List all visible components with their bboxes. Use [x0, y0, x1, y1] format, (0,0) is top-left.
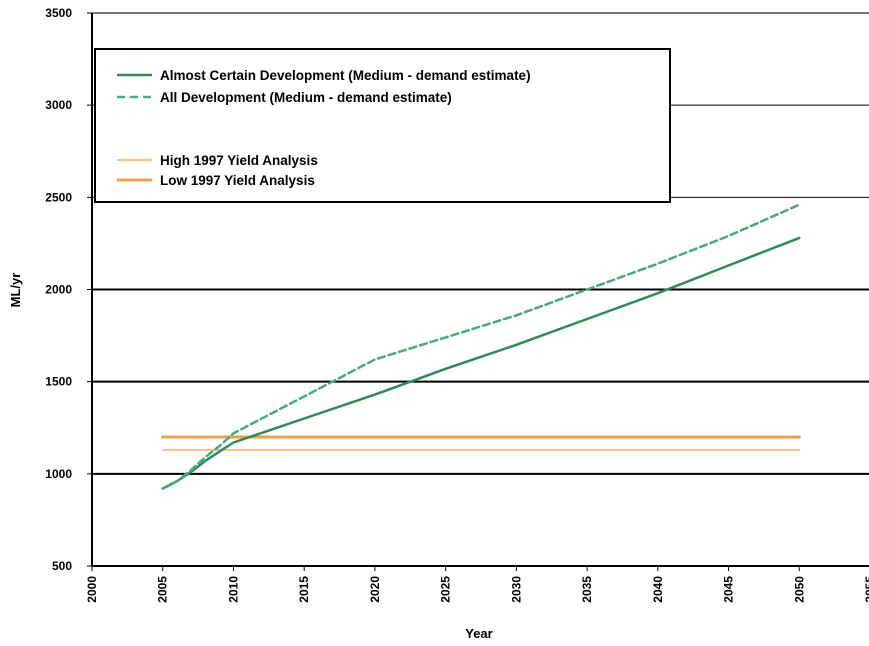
x-axis-title: Year [465, 626, 492, 641]
y-tick-label-2500: 2500 [45, 190, 72, 204]
x-tick-label-2025: 2025 [439, 576, 453, 603]
y-axis-ticks: 500 1000 1500 2000 2500 3000 3500 [45, 6, 92, 573]
y-tick-label-1500: 1500 [45, 375, 72, 389]
x-tick-label-2000: 2000 [85, 576, 99, 603]
y-tick-label-3500: 3500 [45, 6, 72, 20]
legend-label-all-development: All Development (Medium - demand estimat… [160, 90, 452, 105]
y-tick-label-2000: 2000 [45, 283, 72, 297]
x-tick-label-2045: 2045 [722, 576, 736, 603]
x-tick-label-2005: 2005 [156, 576, 170, 603]
y-tick-label-500: 500 [52, 559, 72, 573]
series-line-1 [161, 203, 801, 490]
x-tick-label-2055: 2055 [863, 576, 869, 603]
x-tick-label-2035: 2035 [580, 576, 594, 603]
series-line-0 [161, 236, 801, 490]
y-tick-label-1000: 1000 [45, 467, 72, 481]
x-tick-label-2010: 2010 [226, 576, 240, 603]
series-layer [161, 203, 801, 490]
x-tick-label-2015: 2015 [297, 576, 311, 603]
x-axis-ticks: 2000 2005 2010 2015 2020 2025 2030 2035 2040 2045… [85, 566, 869, 603]
x-tick-label-2040: 2040 [651, 576, 665, 603]
legend-label-high-yield: High 1997 Yield Analysis [160, 153, 318, 168]
y-tick-label-3000: 3000 [45, 98, 72, 112]
x-tick-label-2030: 2030 [509, 576, 523, 603]
legend: Almost Certain Development (Medium - dem… [94, 48, 671, 203]
x-tick-label-2020: 2020 [368, 576, 382, 603]
y-axis-title: ML/yr [8, 273, 23, 308]
x-tick-label-2050: 2050 [792, 576, 806, 603]
legend-label-almost-certain: Almost Certain Development (Medium - dem… [160, 68, 531, 83]
legend-label-low-yield: Low 1997 Yield Analysis [160, 173, 315, 188]
legend-box [94, 48, 671, 203]
